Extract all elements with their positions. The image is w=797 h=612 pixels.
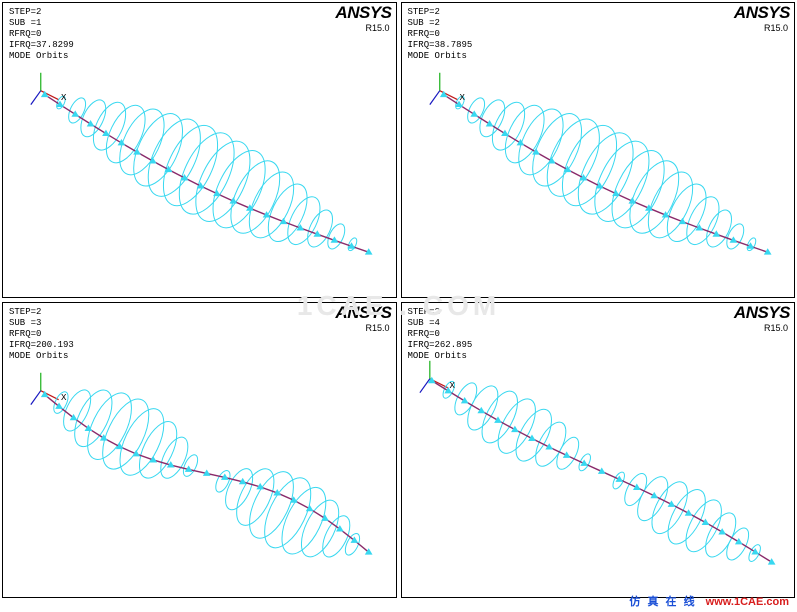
axis-x-label: X — [61, 93, 66, 103]
axis-x-label: X — [450, 381, 455, 391]
footer: 仿 真 在 线 www.1CAE.com — [629, 593, 789, 609]
mode-orbit-plot — [402, 3, 795, 297]
footer-url: www.1CAE.com — [706, 596, 789, 608]
axis-x-label: X — [61, 393, 66, 403]
panel-2: STEP=2 SUB =2 RFRQ=0 IFRQ=38.7895 MODE O… — [401, 2, 796, 298]
mode-orbit-plot — [3, 303, 396, 597]
panel-grid: STEP=2 SUB =1 RFRQ=0 IFRQ=37.8299 MODE O… — [0, 0, 797, 600]
mode-orbit-plot — [402, 303, 795, 597]
axis-x-label: X — [460, 93, 465, 103]
panel-4: STEP=2 SUB =4 RFRQ=0 IFRQ=262.895 MODE O… — [401, 302, 796, 598]
panel-3: STEP=2 SUB =3 RFRQ=0 IFRQ=200.193 MODE O… — [2, 302, 397, 598]
panel-1: STEP=2 SUB =1 RFRQ=0 IFRQ=37.8299 MODE O… — [2, 2, 397, 298]
mode-orbit-plot — [3, 3, 396, 297]
footer-cn: 仿 真 在 线 — [629, 596, 696, 608]
